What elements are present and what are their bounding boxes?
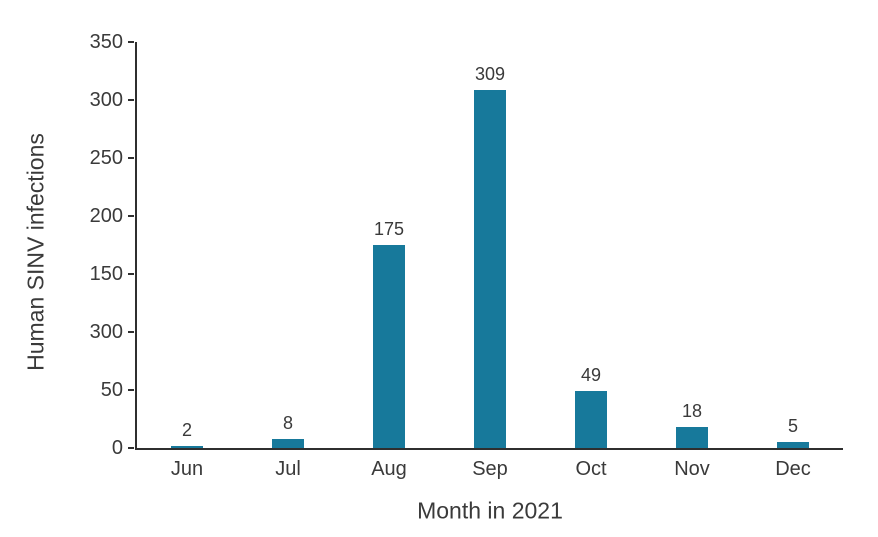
bar-oct	[575, 391, 607, 448]
x-tick-label-dec: Dec	[775, 458, 811, 480]
x-tick-label-nov: Nov	[674, 458, 710, 480]
y-tick-mark	[128, 273, 134, 275]
y-tick-mark	[128, 215, 134, 217]
bar-value-label: 5	[787, 416, 798, 436]
y-axis-line	[135, 42, 137, 448]
y-tick-label: 50	[100, 379, 123, 401]
y-tick-mark	[128, 41, 134, 43]
bar-jun	[171, 446, 203, 448]
y-tick-mark	[128, 331, 134, 333]
y-tick-label: 150	[89, 263, 123, 285]
x-tick-label-jun: Jun	[170, 458, 204, 480]
plot-area: 2 Jun 8 Jul 175 Aug 309 Sep 49 Oct 18 Nov 5 Dec 0 50 300…	[90, 31, 843, 480]
bar-value-label: 175	[373, 219, 405, 239]
x-axis-title: Month in 2021	[417, 497, 563, 524]
bar-sep	[474, 90, 506, 448]
y-tick-label: 250	[89, 147, 123, 169]
bar-value-label: 309	[474, 64, 506, 84]
y-tick-label: 350	[89, 31, 123, 53]
y-tick-label: 200	[89, 205, 123, 227]
y-tick-mark	[128, 157, 134, 159]
bar-aug	[373, 245, 405, 448]
x-tick-label-sep: Sep	[472, 458, 508, 480]
bar-jul	[272, 439, 304, 448]
bar-nov	[676, 427, 708, 448]
y-tick-mark	[128, 389, 134, 391]
y-tick-mark	[128, 447, 134, 449]
x-axis-line	[135, 448, 843, 450]
x-tick-label-aug: Aug	[371, 458, 407, 480]
y-tick-label: 0	[111, 437, 123, 459]
x-tick-label-jul: Jul	[275, 458, 301, 480]
bar-value-label: 2	[181, 420, 192, 440]
bar-value-label: 8	[282, 413, 293, 433]
bar-value-label: 49	[580, 365, 602, 385]
y-tick-label: 300	[89, 89, 123, 111]
bar-value-label: 18	[681, 401, 703, 421]
y-tick-mark	[128, 99, 134, 101]
y-tick-label: 300	[89, 321, 123, 343]
x-tick-label-oct: Oct	[575, 458, 607, 480]
bar-dec	[777, 442, 809, 448]
